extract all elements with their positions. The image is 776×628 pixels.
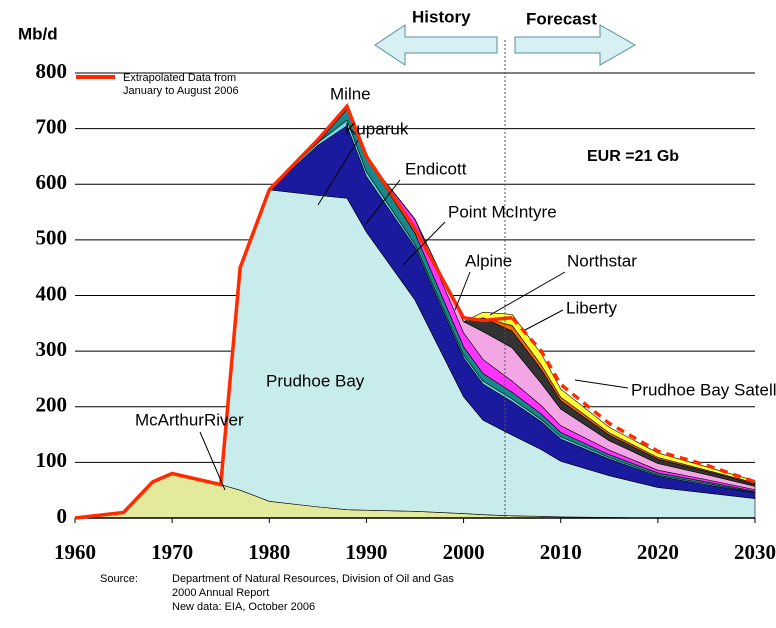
source-text: 2000 Annual Report xyxy=(172,587,269,599)
y-tick-label: 800 xyxy=(36,59,68,83)
x-tick-label: 2000 xyxy=(443,540,485,564)
y-tick-label: 200 xyxy=(36,393,68,417)
y-tick-label: 300 xyxy=(36,337,68,361)
x-tick-label: 2030 xyxy=(734,540,776,564)
x-tick-label: 2010 xyxy=(540,540,582,564)
y-tick-label: 700 xyxy=(36,114,68,138)
field-label: Kuparuk xyxy=(345,119,409,138)
y-tick-label: 600 xyxy=(36,170,68,194)
y-tick-label: 0 xyxy=(57,504,68,528)
x-tick-label: 1990 xyxy=(345,540,387,564)
forecast-arrow xyxy=(514,24,637,66)
extrapolated-line xyxy=(510,316,756,484)
field-label: Point McIntyre xyxy=(448,202,557,221)
legend-label: Extrapolated Data from January to August… xyxy=(123,72,239,97)
source-text: New data: EIA, October 2006 xyxy=(172,601,315,613)
field-label: Liberty xyxy=(566,298,618,317)
field-label: Milne xyxy=(330,84,371,103)
annotation: EUR =21 Gb xyxy=(587,148,679,165)
leader-lines xyxy=(199,139,629,491)
field-label: Prudhoe Bay Satellite xyxy=(631,380,776,399)
field-label: McArthurRiver xyxy=(135,410,244,429)
y-tick-label: 500 xyxy=(36,226,68,250)
extrapolated-line xyxy=(74,103,513,520)
history-label: History xyxy=(412,7,471,26)
x-tick-label: 1960 xyxy=(54,540,96,564)
overlay xyxy=(74,103,756,520)
y-tick-label: 100 xyxy=(36,448,68,472)
source-label: Source: xyxy=(100,573,138,585)
field-label: Alpine xyxy=(465,251,512,270)
source-text: Department of Natural Resources, Divisio… xyxy=(172,573,454,585)
field-label: Endicott xyxy=(405,159,467,178)
field-label: Northstar xyxy=(567,251,637,270)
x-tick-label: 1970 xyxy=(151,540,193,564)
history-arrow xyxy=(374,24,498,66)
y-unit: Mb/d xyxy=(18,24,58,43)
field-label: Prudhoe Bay xyxy=(266,371,365,390)
forecast-label: Forecast xyxy=(526,9,597,28)
y-tick-label: 400 xyxy=(36,281,68,305)
x-tick-label: 2020 xyxy=(637,540,679,564)
x-tick-label: 1980 xyxy=(248,540,290,564)
